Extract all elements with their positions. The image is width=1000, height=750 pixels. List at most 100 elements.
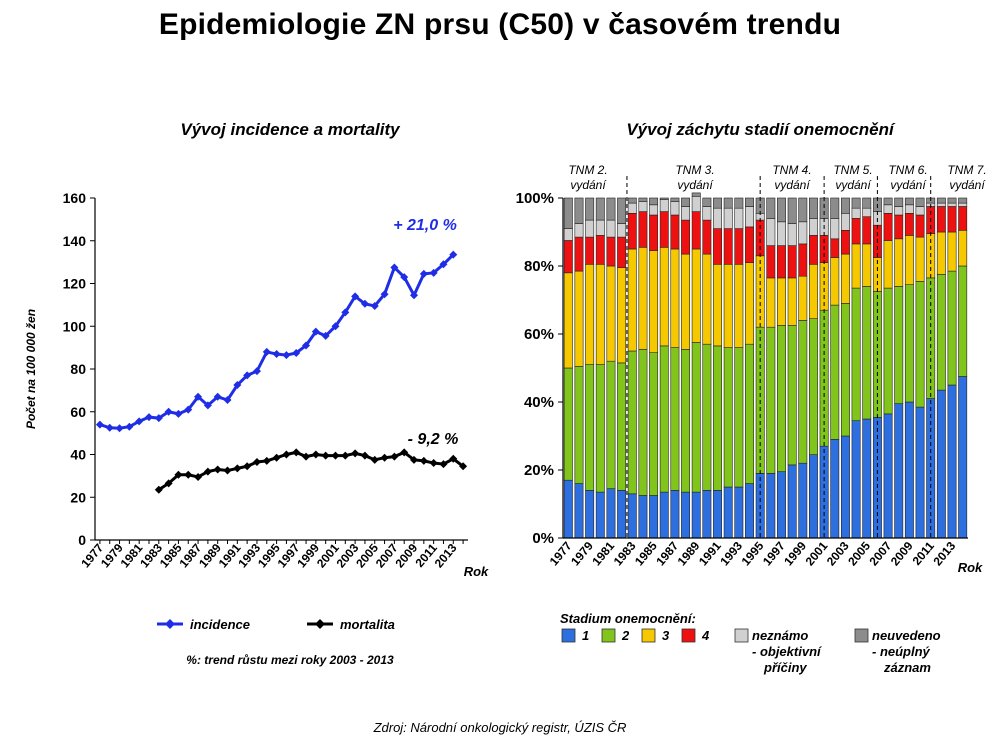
data-point-mortalita	[272, 453, 281, 462]
bar-segment	[691, 192, 701, 197]
bar-segment	[617, 236, 627, 269]
bar-segment	[840, 213, 850, 231]
bar-segment	[659, 491, 669, 539]
bar-segment	[574, 483, 584, 539]
incidence-mortality-chart: 0 20 40 60 80 100 120 140 160 Počet na 100 000 že…	[24, 190, 489, 579]
bar-segment	[777, 245, 786, 279]
data-point-incidence	[331, 322, 340, 331]
data-point-mortalita	[341, 451, 350, 460]
data-point-mortalita	[311, 450, 320, 459]
x-tick-label: 1997	[760, 539, 788, 569]
data-point-incidence	[174, 409, 183, 418]
y-tick-label: 40%	[524, 394, 554, 411]
bar-segment	[713, 490, 722, 539]
bar-segment	[649, 204, 659, 216]
legend-marker-incidence	[165, 619, 175, 629]
data-point-incidence	[370, 301, 379, 310]
bar-segment	[958, 376, 968, 539]
bar-segment	[798, 320, 808, 464]
y-tick-label: 60%	[524, 326, 554, 343]
legend-marker-mortalita	[315, 619, 325, 629]
y-tick-label: 80	[70, 361, 86, 377]
bar-segment	[958, 202, 968, 207]
bar-segment	[936, 274, 946, 391]
bar-segment	[947, 206, 957, 233]
data-point-mortalita	[194, 472, 203, 481]
bar-segment	[649, 250, 659, 353]
bar-segment	[894, 197, 904, 207]
bar-segment	[563, 197, 573, 229]
bar-segment	[766, 277, 776, 328]
data-point-incidence	[135, 417, 144, 426]
bar-segment	[638, 348, 648, 496]
bar-segment	[563, 228, 573, 241]
data-point-incidence	[272, 350, 281, 359]
bar-segment	[691, 491, 701, 539]
bar-segment	[894, 238, 904, 287]
data-point-mortalita	[429, 459, 438, 468]
bar-segment	[809, 454, 818, 539]
bar-segment	[830, 238, 840, 258]
bar-segment	[883, 287, 893, 415]
bar-segment	[947, 384, 957, 539]
data-point-incidence	[252, 367, 261, 376]
x-tick-label: 1991	[696, 539, 724, 569]
data-point-incidence	[410, 291, 419, 300]
data-point-incidence	[302, 341, 311, 350]
trend-note: %: trend růstu mezi roky 2003 - 2013	[186, 653, 394, 667]
bar-segment	[787, 245, 797, 279]
bar-segment	[947, 270, 957, 386]
legend-swatch-neuvedeno	[854, 628, 869, 643]
series-line-incidence	[99, 253, 455, 430]
x-tick-label: 1999	[781, 539, 809, 569]
bar-segment	[627, 248, 637, 352]
tnm-label-line1: TNM 7.	[947, 163, 986, 177]
bar-segment	[713, 263, 722, 347]
bar-segment	[883, 413, 893, 539]
data-point-incidence	[105, 423, 114, 432]
tnm-label-line2: vydání	[774, 178, 811, 192]
bar-segment	[606, 488, 616, 539]
data-point-mortalita	[223, 466, 232, 475]
bar-segment	[595, 197, 605, 221]
bar-segment	[915, 214, 925, 238]
data-point-mortalita	[252, 457, 261, 466]
y-tick-label: 160	[63, 190, 87, 206]
bar-segment	[649, 214, 659, 252]
bar-segment	[840, 253, 850, 304]
y-axis-label: Počet na 100 000 žen	[24, 309, 38, 429]
data-point-incidence	[360, 299, 369, 308]
bar-segment	[691, 196, 701, 212]
bar-segment	[723, 197, 733, 209]
x-axis-label: Rok	[958, 560, 983, 575]
bar-segment	[574, 270, 584, 367]
bar-segment	[734, 347, 744, 488]
data-point-incidence	[233, 381, 242, 390]
y-tick-label: 20	[70, 489, 86, 505]
data-point-incidence	[449, 250, 458, 259]
legend-swatch-stage-3	[641, 628, 656, 643]
bar-segment	[595, 491, 605, 539]
tnm-label-line2: vydání	[677, 178, 714, 192]
bar-segment	[894, 286, 904, 404]
data-point-incidence	[203, 401, 212, 410]
right-chart-title: Vývoj záchytu stadií onemocnění	[626, 120, 894, 139]
bar-segment	[851, 207, 861, 219]
x-tick-label: 2005	[845, 539, 873, 569]
bar-segment	[659, 247, 669, 347]
y-tick-label: 0%	[532, 530, 554, 547]
x-tick-label: 2003	[824, 539, 852, 569]
data-point-mortalita	[370, 455, 379, 464]
bar-segment	[713, 228, 722, 265]
legend-neznamo-label: neznámo - objektivní příčiny	[752, 628, 821, 675]
data-point-mortalita	[164, 479, 173, 488]
source-note: Zdroj: Národní onkologický registr, ÚZIS…	[373, 720, 627, 735]
bar-segment	[798, 243, 808, 277]
bar-segment	[936, 206, 946, 233]
bar-segment	[766, 245, 776, 279]
bar-segment	[851, 287, 861, 422]
bar-segment	[862, 207, 872, 217]
bar-segment	[670, 201, 680, 216]
data-point-incidence	[311, 327, 320, 336]
bar-segment	[681, 197, 691, 207]
